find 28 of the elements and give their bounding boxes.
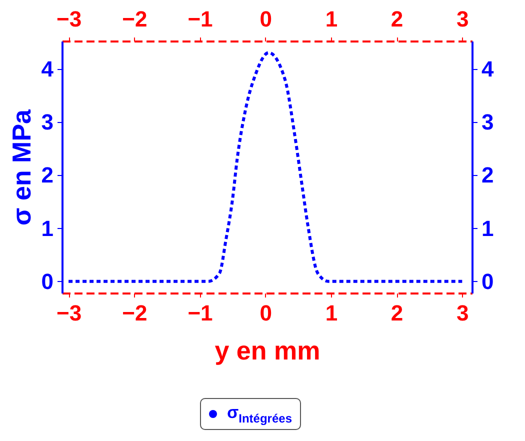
x2-tick-label: −2	[122, 6, 148, 32]
x-tick-label: −1	[188, 300, 213, 326]
x2-tick-label: 1	[325, 6, 338, 32]
x-tick-label: 3	[456, 300, 469, 326]
line-series	[67, 51, 464, 283]
x-tick-label: −2	[122, 300, 148, 326]
x-axis-title: y en mm	[214, 336, 320, 366]
y2-tick-label: 4	[482, 56, 494, 82]
y-tick-label: 0	[41, 268, 54, 294]
x-tick-label: 0	[260, 300, 272, 326]
legend-label: σ$_{Intégrées}$	[226, 403, 292, 426]
x2-tick-label: 0	[260, 6, 272, 32]
x2-tick-label: 3	[456, 6, 469, 32]
y-tick-label: 2	[41, 162, 54, 188]
x-tick-label: 1	[325, 300, 338, 326]
y2-tick-label: 3	[482, 110, 494, 135]
y-tick-label: 1	[41, 216, 54, 241]
x2-tick-label: 2	[390, 6, 404, 32]
x-tick-label: 2	[390, 300, 404, 326]
x2-tick-label: −3	[56, 6, 82, 32]
y-tick-label: 3	[41, 110, 54, 135]
y-tick-label: 4	[41, 56, 54, 82]
y2-tick-label: 1	[482, 216, 494, 241]
x2-tick-label: −1	[188, 6, 213, 32]
y2-tick-label: 0	[482, 268, 494, 294]
y2-tick-label: 2	[482, 162, 494, 188]
y-axis-title: σ en MPa	[6, 108, 36, 226]
x-tick-label: −3	[56, 300, 82, 326]
